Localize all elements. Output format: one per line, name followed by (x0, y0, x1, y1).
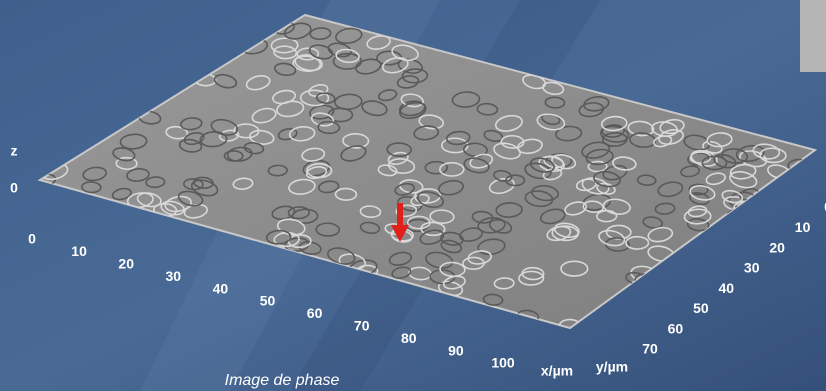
figure: z 0 x/µm y/µm Image de phase 0 10 20 30 40 50… (0, 0, 826, 391)
z-axis-label: z (11, 143, 18, 159)
x-tick-label: 50 (260, 293, 276, 309)
y-tick-label: 40 (718, 280, 734, 296)
caption: Image de phase (225, 372, 340, 389)
y-tick-label: 10 (795, 219, 811, 235)
x-tick-label: 30 (166, 268, 182, 284)
page: z 0 x/µm y/µm Image de phase 0 10 20 30 40 50… (0, 0, 826, 391)
x-tick-label: 100 (491, 355, 515, 371)
x-tick-label: 40 (213, 280, 229, 296)
x-tick-label: 60 (307, 305, 323, 321)
y-tick-label: 60 (668, 320, 684, 336)
y-tick-label: 50 (693, 300, 709, 316)
y-axis-label: y/µm (596, 359, 628, 375)
x-tick-label: 20 (118, 256, 134, 272)
y-tick-label: 70 (642, 341, 658, 357)
x-tick-label: 90 (448, 342, 464, 358)
x-tick-label: 70 (354, 318, 370, 334)
z-tick-label: 0 (10, 180, 18, 196)
arrow-shaft (397, 203, 403, 227)
x-axis-label: x/µm (541, 363, 573, 379)
x-tick-label: 80 (401, 330, 417, 346)
thumbnail (800, 0, 826, 72)
x-tick-label: 0 (28, 231, 36, 247)
y-tick-label: 20 (769, 239, 785, 255)
x-tick-label: 10 (71, 243, 87, 259)
y-tick-label: 30 (744, 260, 760, 276)
